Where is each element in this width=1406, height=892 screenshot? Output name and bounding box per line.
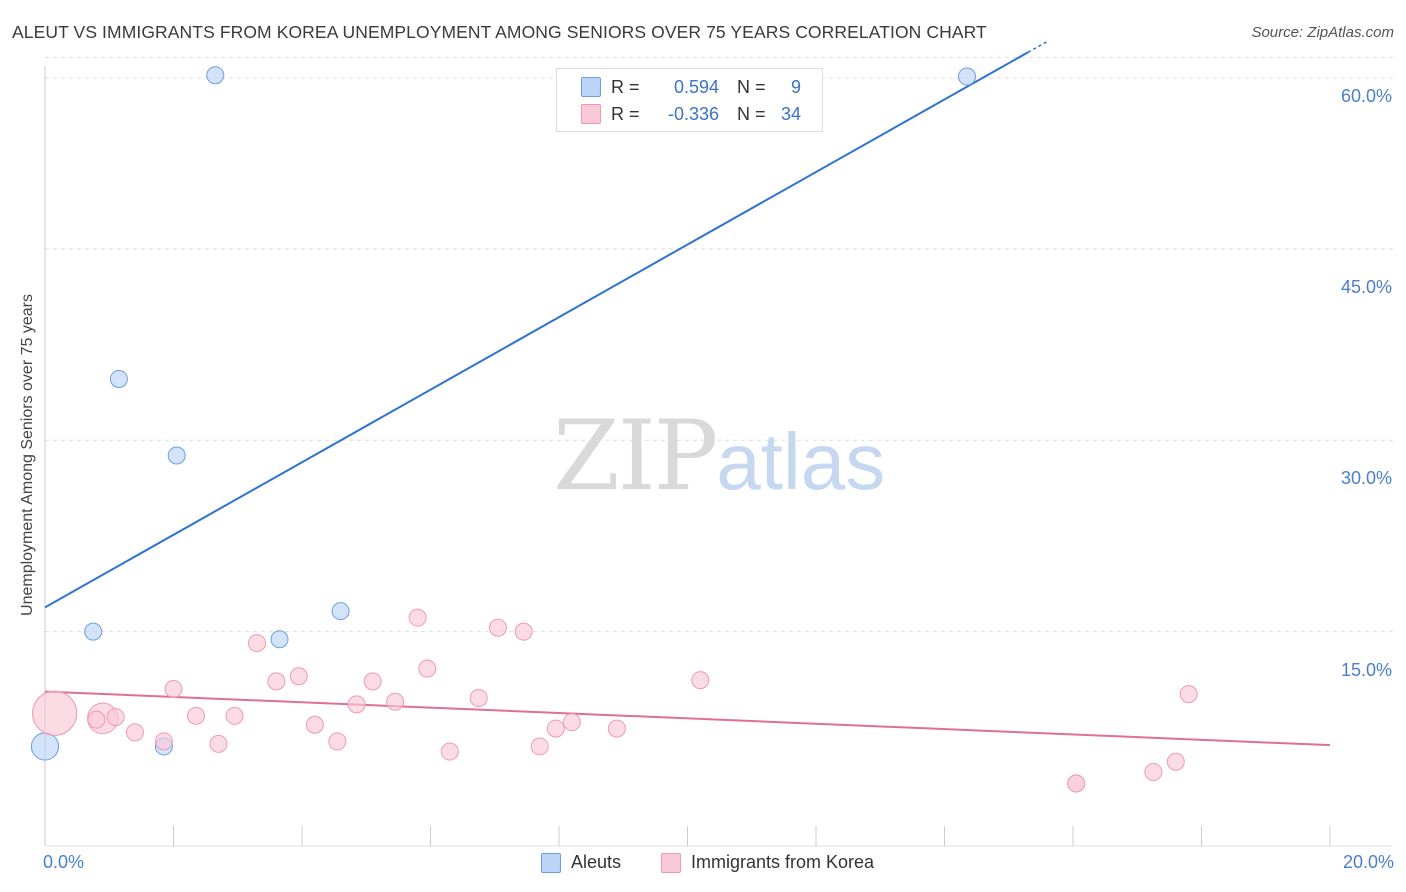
source-label: Source: ZipAtlas.com: [1251, 24, 1394, 41]
data-point-series-1: [488, 618, 507, 637]
r-label: R =: [611, 103, 640, 124]
data-point-series-1: [607, 719, 626, 738]
chart-title: ALEUT VS IMMIGRANTS FROM KOREA UNEMPLOYM…: [12, 22, 987, 42]
y-tick-label-15: 15.0%: [1340, 660, 1392, 680]
point-layer: [30, 66, 1198, 793]
data-point-series-0: [206, 66, 225, 85]
data-point-series-1: [87, 710, 106, 729]
data-point-series-1: [514, 622, 533, 641]
data-point-series-1: [1067, 774, 1086, 793]
data-point-series-1: [469, 688, 488, 707]
data-point-series-1: [1144, 762, 1163, 781]
y-tick-label-30: 30.0%: [1340, 468, 1392, 488]
data-point-series-1: [209, 734, 228, 753]
data-point-series-1: [418, 659, 437, 678]
data-point-series-1: [347, 695, 366, 714]
aleuts-legend-icon: [541, 852, 561, 873]
legend-label-korea: Immigrants from Korea: [691, 852, 875, 872]
n-label: N =: [737, 76, 766, 97]
aleuts-swatch-icon: [581, 77, 601, 97]
data-point-series-0: [30, 732, 60, 761]
legend-item-korea[interactable]: Immigrants from Korea: [661, 852, 874, 873]
trend-line-layer: [44, 40, 1331, 747]
data-point-series-1: [305, 715, 324, 734]
data-point-series-1: [125, 723, 144, 742]
data-point-series-1: [363, 672, 382, 691]
data-point-series-1: [186, 706, 205, 725]
data-point-series-0: [331, 602, 350, 621]
data-point-series-1: [546, 719, 565, 738]
y-tick-label-45: 45.0%: [1340, 277, 1392, 297]
data-point-series-1: [1179, 685, 1198, 704]
y-tick-label-60: 60.0%: [1340, 86, 1392, 106]
data-point-series-1: [440, 742, 459, 761]
data-point-series-1: [386, 692, 405, 711]
legend-item-aleuts[interactable]: Aleuts: [541, 852, 621, 873]
stats-legend-row-aleuts: R = 0.594 N = 9: [581, 75, 801, 99]
n-value: 34: [780, 103, 801, 124]
data-point-series-1: [691, 671, 710, 690]
data-point-series-1: [32, 690, 78, 736]
data-point-series-1: [106, 708, 125, 727]
data-point-series-1: [164, 680, 183, 699]
r-value: -0.336: [667, 103, 719, 124]
stats-legend-row-korea: R = -0.336 N = 34: [581, 102, 801, 126]
data-point-series-0: [957, 67, 976, 86]
legend-label-aleuts: Aleuts: [571, 852, 622, 872]
data-point-series-1: [1166, 752, 1185, 771]
data-point-series-1: [267, 672, 286, 691]
x-tick-label-min: 0.0%: [43, 852, 85, 872]
data-point-series-0: [270, 630, 289, 649]
n-value: 9: [790, 76, 801, 97]
data-point-series-1: [530, 737, 549, 756]
watermark-zip: ZIP: [553, 400, 718, 512]
watermark: ZIPatlas: [553, 400, 885, 512]
data-point-series-1: [328, 732, 347, 751]
axis-layer: [44, 66, 1393, 847]
n-label: N =: [737, 103, 766, 124]
data-point-series-1: [289, 667, 308, 686]
data-point-series-1: [248, 634, 267, 653]
data-point-series-0: [109, 369, 128, 388]
data-point-series-1: [562, 713, 581, 732]
x-tick-label-max: 20.0%: [1342, 852, 1394, 872]
data-point-series-1: [225, 706, 244, 725]
grid-layer: [45, 56, 1393, 633]
data-point-series-0: [84, 622, 103, 641]
stats-legend: R = 0.594 N = 9 R = -0.336 N = 34: [556, 68, 823, 132]
korea-swatch-icon: [581, 104, 601, 124]
y-axis-label: Unemployment Among Seniors over 75 years: [19, 294, 36, 616]
r-label: R =: [611, 76, 640, 97]
trend-line-extension: [1027, 40, 1048, 53]
korea-legend-icon: [661, 852, 681, 873]
trend-line-series-1: [44, 690, 1331, 747]
watermark-atlas: atlas: [716, 417, 886, 506]
data-point-series-1: [154, 732, 173, 751]
data-point-series-1: [408, 608, 427, 627]
trend-line-series-0: [44, 51, 1029, 609]
data-point-series-0: [167, 446, 186, 465]
r-value: 0.594: [673, 76, 719, 97]
